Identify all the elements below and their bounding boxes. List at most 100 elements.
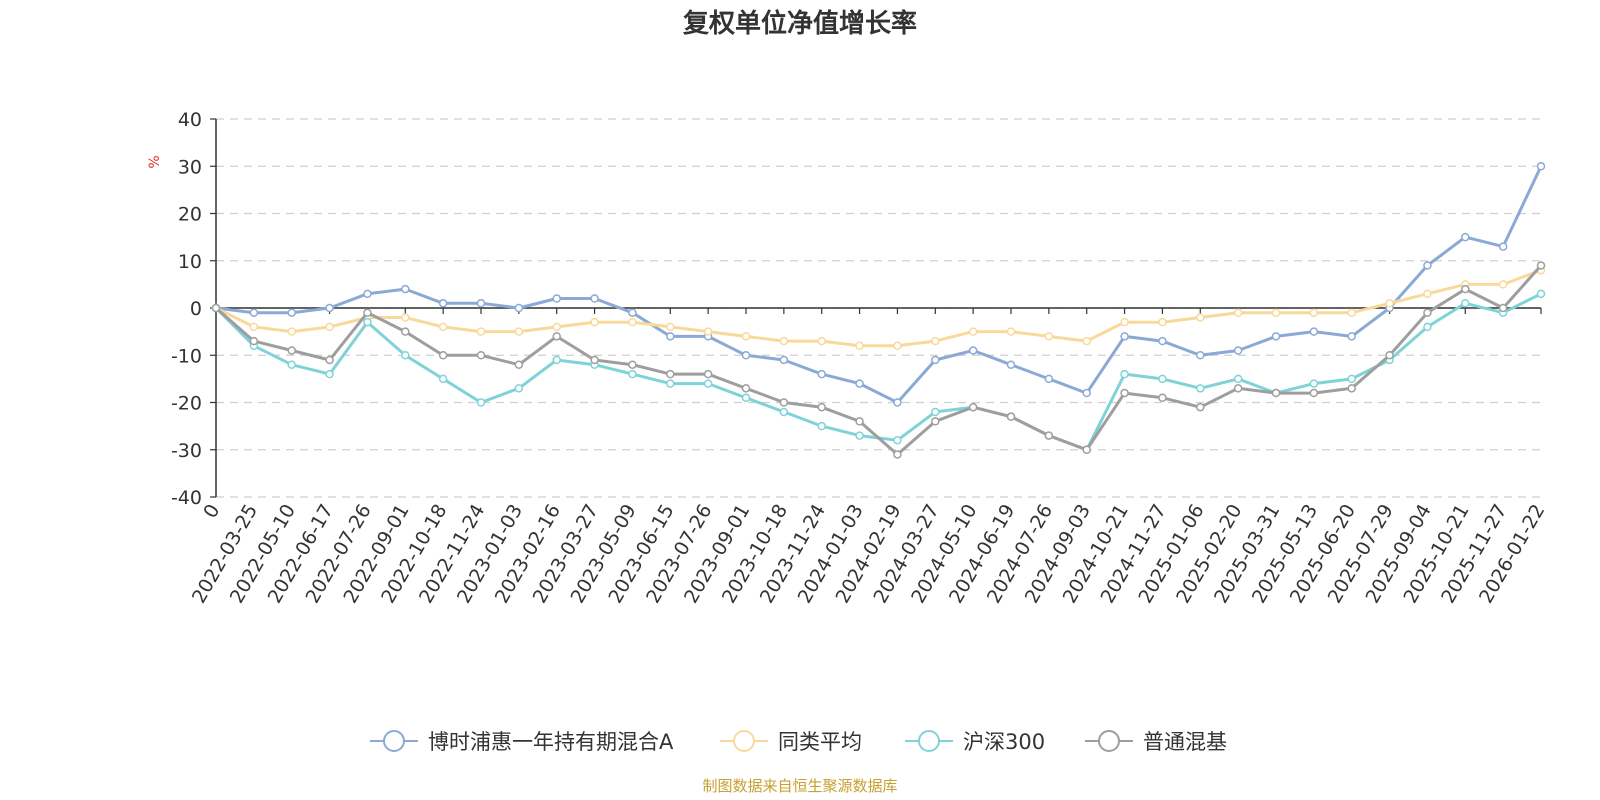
data-point xyxy=(1120,369,1129,379)
data-point xyxy=(1233,374,1243,384)
data-point xyxy=(514,327,524,336)
legend-item-2[interactable]: 同类平均 xyxy=(720,730,862,754)
data-point xyxy=(703,327,713,336)
axes xyxy=(215,119,1541,497)
series-line-2 xyxy=(215,268,1542,348)
data-point xyxy=(552,332,561,341)
data-point xyxy=(779,398,789,407)
data-point xyxy=(817,369,826,379)
data-point xyxy=(855,341,864,351)
data-point xyxy=(1347,308,1356,317)
data-point xyxy=(703,369,713,379)
data-point xyxy=(476,299,486,308)
data-point xyxy=(514,384,524,393)
y-tick-label--20: -20 xyxy=(171,393,202,415)
data-point xyxy=(703,379,713,388)
data-point xyxy=(287,360,296,369)
data-point xyxy=(1271,388,1281,398)
data-point xyxy=(401,313,410,322)
data-point xyxy=(325,369,334,379)
data-point xyxy=(1044,332,1054,341)
data-point xyxy=(817,336,826,346)
legend-label: 博时浦惠一年持有期混合A xyxy=(428,730,674,754)
data-point xyxy=(1233,346,1243,355)
data-point xyxy=(363,308,372,317)
data-point xyxy=(1309,388,1319,398)
data-point xyxy=(1423,322,1432,332)
legend-item-3[interactable]: 沪深300 xyxy=(905,730,1045,754)
data-point xyxy=(968,402,978,412)
data-point xyxy=(628,369,637,379)
data-point xyxy=(552,355,561,365)
y-tick-label--10: -10 xyxy=(171,345,202,367)
data-point xyxy=(401,327,410,336)
y-axis-unit: % xyxy=(147,155,163,168)
data-point xyxy=(666,369,675,379)
data-point xyxy=(1536,162,1546,171)
data-point xyxy=(666,332,675,341)
data-point xyxy=(1006,360,1016,369)
data-point xyxy=(628,308,637,317)
data-point xyxy=(931,417,940,426)
legend-marker xyxy=(1098,730,1120,752)
data-point xyxy=(817,421,826,431)
data-point xyxy=(1536,289,1546,299)
data-point xyxy=(1461,299,1470,308)
data-point xyxy=(741,332,751,341)
series-4 xyxy=(211,261,1546,459)
data-point xyxy=(1233,308,1243,317)
series-3 xyxy=(211,289,1546,454)
data-point xyxy=(514,303,524,313)
data-point xyxy=(628,360,637,369)
data-point xyxy=(401,351,410,360)
data-point xyxy=(590,294,599,303)
data-source-note: 制图数据来自恒生聚源数据库 xyxy=(702,777,897,795)
data-point xyxy=(590,355,599,365)
data-point xyxy=(1006,327,1016,336)
y-tick-label-10: 10 xyxy=(178,251,202,273)
data-point xyxy=(211,303,221,313)
data-point xyxy=(476,351,486,360)
legend-label: 沪深300 xyxy=(963,730,1045,754)
legend-marker xyxy=(383,730,405,752)
data-point xyxy=(287,346,296,355)
data-point xyxy=(438,351,448,360)
data-point xyxy=(590,317,599,327)
data-point xyxy=(1347,384,1356,393)
data-point xyxy=(1498,280,1508,289)
data-point xyxy=(741,351,751,360)
data-point xyxy=(1385,351,1394,360)
data-point xyxy=(552,322,561,332)
data-point xyxy=(741,384,751,393)
legend[interactable]: 博时浦惠一年持有期混合A 同类平均 沪深300 普通混基 xyxy=(370,730,1227,754)
data-point xyxy=(779,407,789,417)
legend-label: 普通混基 xyxy=(1143,730,1227,754)
data-point xyxy=(1309,308,1319,317)
data-point xyxy=(552,294,561,303)
legend-item-1[interactable]: 博时浦惠一年持有期混合A xyxy=(370,730,674,754)
data-point xyxy=(968,327,978,336)
data-point xyxy=(514,360,524,369)
x-axis-ticks: 02022-03-252022-05-102022-06-172022-07-2… xyxy=(188,308,1549,607)
data-point xyxy=(893,436,902,445)
data-point xyxy=(1498,303,1508,313)
data-point xyxy=(1044,374,1054,384)
legend-item-4[interactable]: 普通混基 xyxy=(1085,730,1227,754)
data-point xyxy=(1044,431,1054,440)
data-point xyxy=(931,407,940,417)
data-point xyxy=(1158,317,1167,327)
data-point xyxy=(1082,388,1091,398)
data-point xyxy=(1423,308,1432,317)
data-point xyxy=(1423,289,1432,299)
data-point xyxy=(325,355,334,365)
y-tick-label-40: 40 xyxy=(178,109,202,131)
series-line-1 xyxy=(215,165,1543,404)
data-point xyxy=(1309,327,1319,336)
legend-marker xyxy=(733,730,755,752)
data-point xyxy=(287,327,296,336)
data-point xyxy=(1196,384,1205,393)
data-point xyxy=(1271,308,1281,317)
data-point xyxy=(287,308,296,317)
data-point xyxy=(1120,332,1129,341)
data-point xyxy=(438,374,448,384)
